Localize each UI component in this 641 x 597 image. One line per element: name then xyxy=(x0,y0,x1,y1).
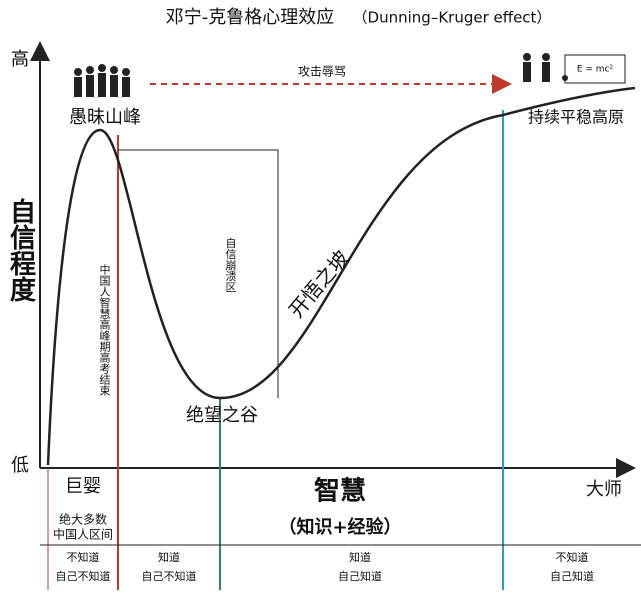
formula: E = mc² xyxy=(577,65,614,75)
stage-line: 自己知道 xyxy=(338,569,382,583)
plateau-label: 持续平稳高原 xyxy=(528,108,624,127)
stage-line: 不知道 xyxy=(67,550,100,564)
stage-line: 自己不知道 xyxy=(56,569,111,583)
majority: 绝大多数 xyxy=(59,512,107,527)
title: 邓宁-克鲁格心理效应 xyxy=(166,7,335,28)
majority: 中国人区间 xyxy=(53,527,113,542)
x-end: 大师 xyxy=(586,479,622,500)
subtitle: （Dunning–Kruger effect） xyxy=(353,9,552,27)
collapse-label: 自信崩溃区 xyxy=(224,237,237,292)
expert-icon xyxy=(523,53,626,84)
curve xyxy=(46,86,636,466)
crowd-icon xyxy=(74,64,130,97)
attack-label: 攻击辱骂 xyxy=(298,65,346,79)
bracket xyxy=(118,149,279,398)
stage-line: 自己知道 xyxy=(550,569,594,583)
stage-line: 知道 xyxy=(349,550,371,564)
y-low: 低 xyxy=(11,455,29,476)
x-sublabel: （知识+经验） xyxy=(278,516,401,538)
y-label: 自信程度 xyxy=(6,197,36,303)
peak-label: 愚昧山峰 xyxy=(69,107,141,128)
valley-label: 绝望之谷 xyxy=(186,405,258,426)
y-high: 高 xyxy=(11,49,29,70)
x-start: 巨婴 xyxy=(65,476,101,497)
peak-note: 中国人智慧高峰期高考结束 xyxy=(98,264,111,397)
stage-line: 知道 xyxy=(158,550,180,564)
stage-line: 自己不知道 xyxy=(142,569,197,583)
stage-line: 不知道 xyxy=(556,550,589,564)
x-label: 智慧 xyxy=(314,477,366,507)
